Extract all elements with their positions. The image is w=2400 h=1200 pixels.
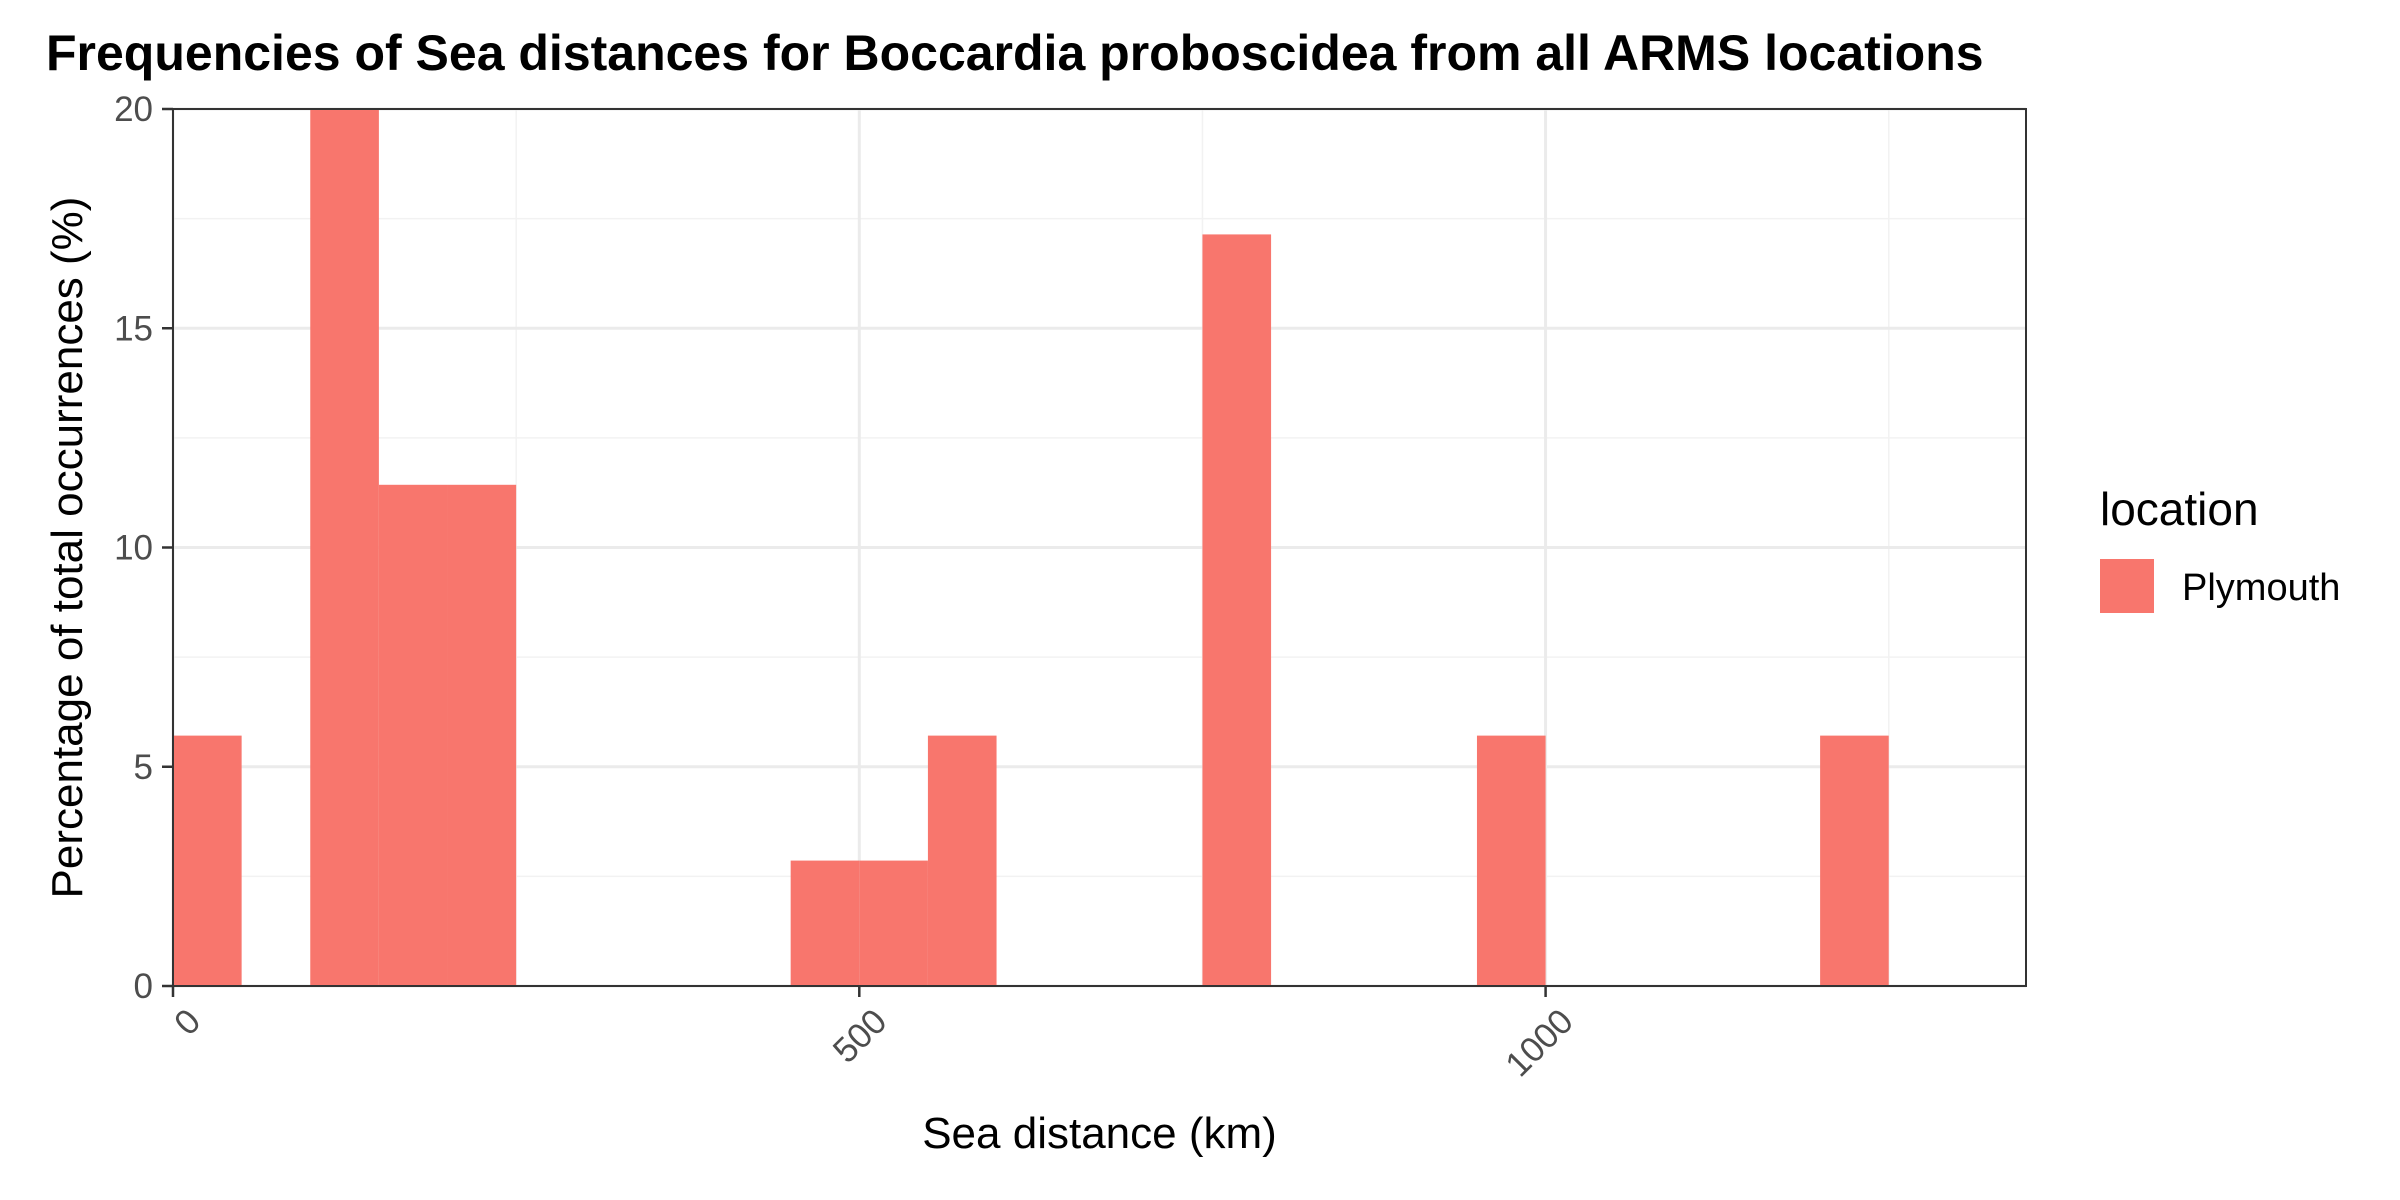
- chart-title: Frequencies of Sea distances for Boccard…: [46, 25, 1984, 81]
- y-axis-title: Percentage of total occurrences (%): [43, 197, 92, 899]
- y-tick-label: 0: [134, 967, 153, 1006]
- histogram-bar: [378, 484, 448, 986]
- legend-label-plymouth: Plymouth: [2182, 567, 2340, 609]
- x-tick-label: 1000: [1498, 1002, 1581, 1085]
- x-axis-title: Sea distance (km): [922, 1109, 1277, 1158]
- histogram-bar: [1202, 234, 1272, 986]
- histogram-bar: [310, 109, 379, 986]
- y-tick-label: 15: [114, 309, 153, 348]
- histogram-bar: [790, 860, 860, 986]
- y-tick-label: 10: [114, 529, 153, 568]
- legend: location Plymouth: [2100, 483, 2340, 613]
- histogram-bar: [173, 735, 242, 986]
- y-tick-label: 20: [114, 90, 153, 129]
- legend-title: location: [2100, 483, 2259, 535]
- histogram-bar: [927, 735, 997, 986]
- histogram-bar: [859, 860, 928, 986]
- legend-key-plymouth: [2100, 559, 2154, 613]
- y-tick-label: 5: [134, 748, 153, 787]
- histogram-bar: [1476, 735, 1546, 986]
- x-tick-label: 500: [826, 1002, 895, 1071]
- bars: [173, 109, 1889, 986]
- x-tick-label: 0: [167, 1002, 208, 1043]
- histogram-bar: [1820, 735, 1889, 986]
- histogram-bar: [447, 484, 517, 986]
